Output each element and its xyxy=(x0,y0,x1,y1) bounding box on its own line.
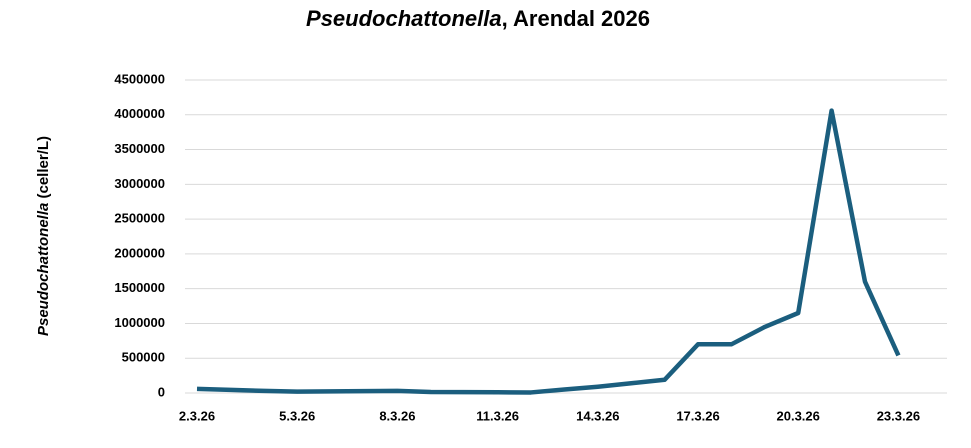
x-tick-label: 2.3.26 xyxy=(179,408,215,423)
x-tick-label: 5.3.26 xyxy=(279,408,315,423)
x-tick-label: 20.3.26 xyxy=(777,408,820,423)
y-tick-label: 4500000 xyxy=(114,71,165,86)
x-tick-label: 11.3.26 xyxy=(476,408,519,423)
y-tick-label: 500000 xyxy=(122,350,165,365)
x-tick-label: 23.3.26 xyxy=(877,408,920,423)
y-tick-label: 3000000 xyxy=(114,176,165,191)
data-line xyxy=(196,108,901,395)
y-tick-label: 0 xyxy=(158,384,165,399)
x-tick-label: 8.3.26 xyxy=(379,408,415,423)
y-label-rest: (celler/L) xyxy=(35,136,52,203)
y-tick-label: 4000000 xyxy=(114,106,165,121)
x-tick-label: 14.3.26 xyxy=(576,408,619,423)
y-tick-label: 1000000 xyxy=(114,315,165,330)
y-tick-label: 2500000 xyxy=(114,211,165,226)
y-tick-label: 2000000 xyxy=(114,245,165,260)
y-tick-label: 1500000 xyxy=(114,280,165,295)
x-tick-label: 17.3.26 xyxy=(676,408,719,423)
title-rest: , Arendal 2026 xyxy=(502,6,650,31)
y-axis-label: Pseudochattonella (celler/L) xyxy=(35,136,52,336)
y-label-italic: Pseudochattonella xyxy=(35,203,52,336)
chart-title: Pseudochattonella, Arendal 2026 xyxy=(306,6,650,31)
title-italic: Pseudochattonella xyxy=(306,6,502,31)
y-tick-label: 3500000 xyxy=(114,141,165,156)
